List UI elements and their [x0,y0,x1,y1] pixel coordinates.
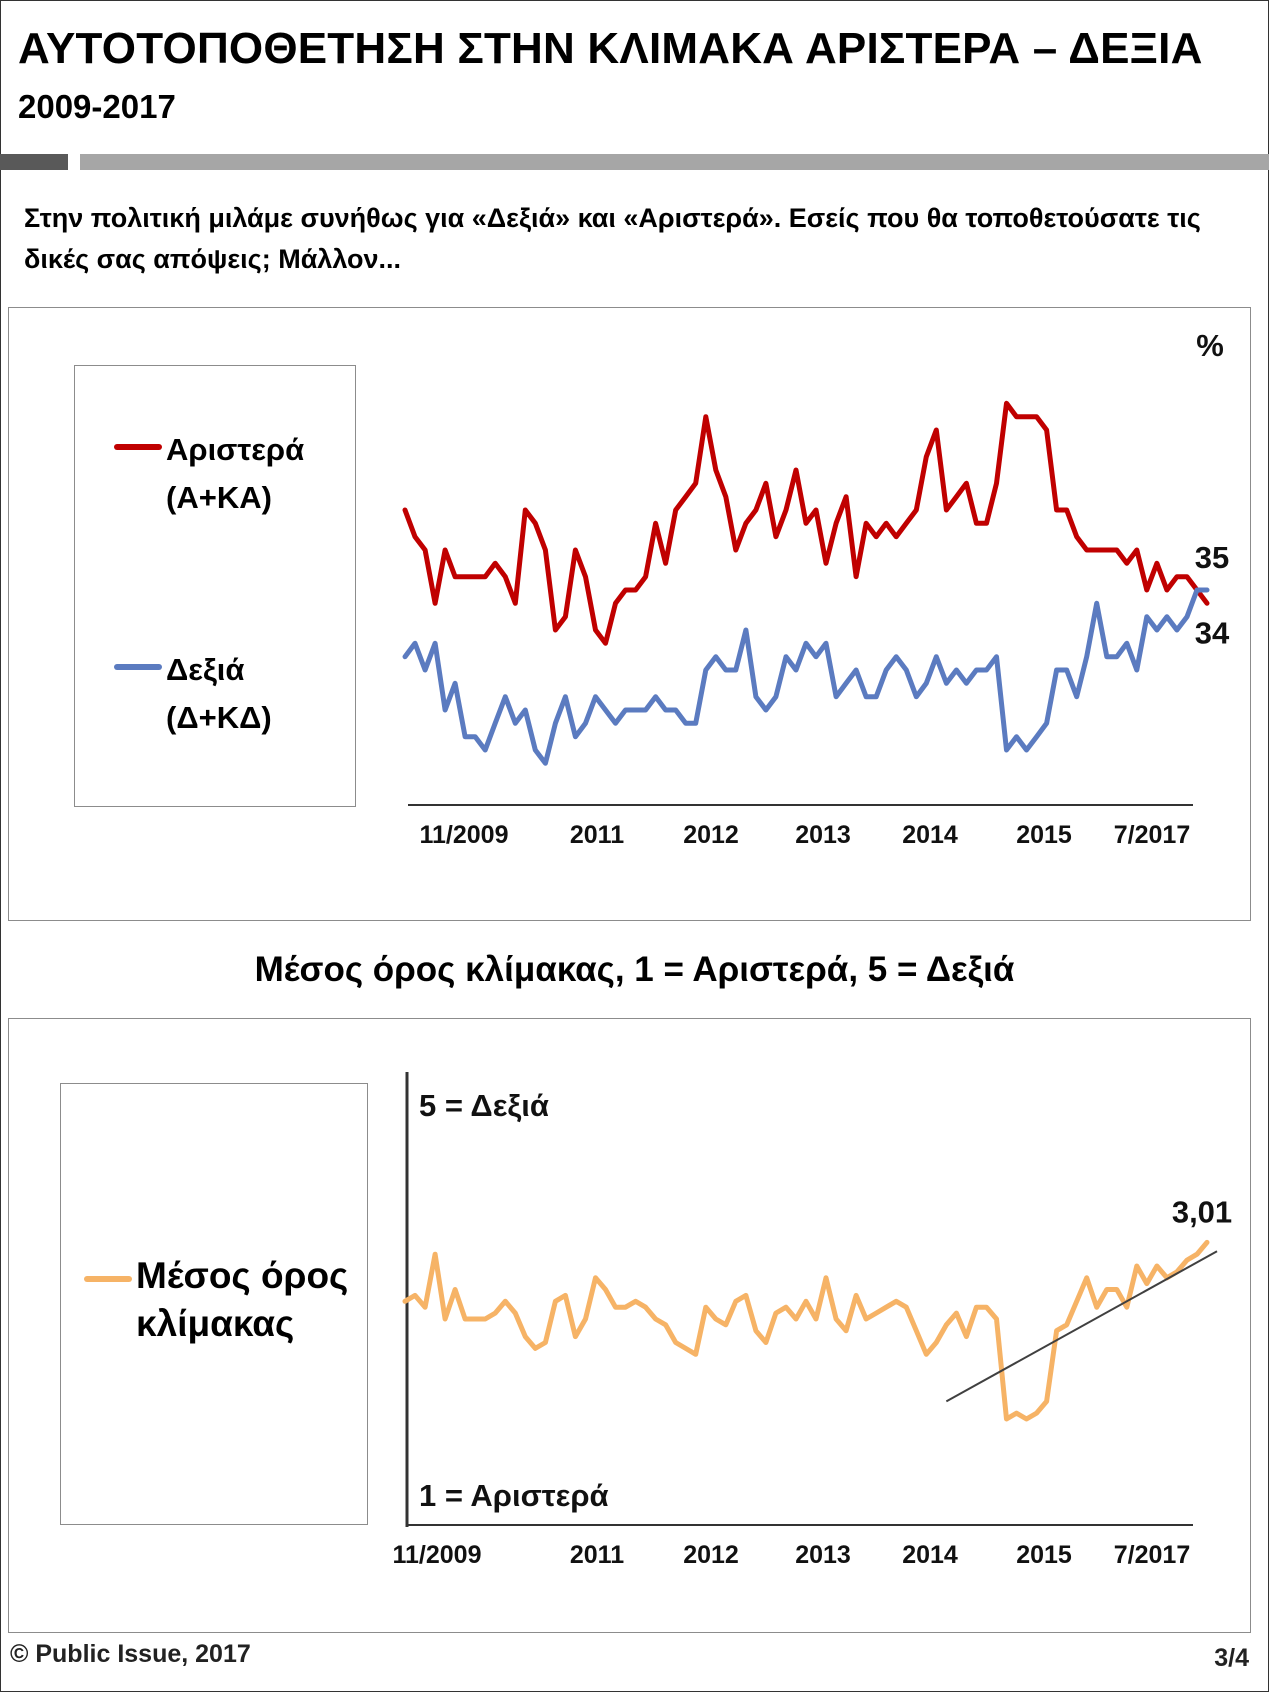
chart2-x-tick-label: 2011 [570,1541,624,1569]
legend-swatch-right [114,664,162,670]
header-bar-light [80,154,1269,170]
chart1-unit-label: % [1196,328,1224,363]
chart1-x-tick-label: 2012 [683,821,739,849]
chart2-x-tick-label: 2015 [1016,1541,1072,1569]
chart1-x-tick-label: 2011 [570,821,624,849]
chart2-x-tick-label: 7/2017 [1114,1541,1190,1569]
page-title: ΑΥΤΟΤΟΠΟΘΕΤΗΣΗ ΣΤΗΝ ΚΛΙΜΑΚΑ ΑΡΙΣΤΕΡΑ – Δ… [18,24,1203,73]
chart2-x-tick-label: 2013 [795,1541,851,1569]
chart2-end-label: 3,01 [1172,1194,1232,1229]
page-subtitle: 2009-2017 [18,88,176,125]
chart2-x-tick-label: 2014 [902,1541,958,1569]
legend-item-mean: Μέσος όρος κλίμακας [84,1252,348,1348]
page-number: 3/4 [1214,1644,1249,1672]
chart1-series-left-line [402,400,1210,646]
chart1-x-tick-label: 2015 [1016,821,1072,849]
survey-question: Στην πολιτική μιλάμε συνήθως για «Δεξιά»… [24,203,1201,274]
chart2-x-tick-label: 11/2009 [393,1541,482,1569]
chart2-series-mean-line [402,1239,1210,1422]
legend-label-left: Αριστερά (Α+ΚΑ) [166,432,305,515]
header-bar-dark [0,154,68,170]
chart2-x-tick-label: 2012 [683,1541,739,1569]
copyright-notice: © Public Issue, 2017 [10,1640,251,1668]
chart1-x-tick-label: 2013 [795,821,851,849]
chart1-x-tick-label: 2014 [902,821,958,849]
legend-item-right: Δεξιά (Δ+ΚΔ) [114,646,272,742]
legend-swatch-left [114,444,162,450]
chart2-title: Μέσος όρος κλίμακας, 1 = Αριστερά, 5 = Δ… [254,950,1015,989]
chart1-end-label-left: 34 [1195,615,1230,650]
legend-swatch-mean [84,1276,132,1282]
chart2-y-top-label: 5 = Δεξιά [419,1088,549,1123]
legend-label-mean: Μέσος όρος κλίμακας [136,1255,349,1344]
chart2-trendline [945,1250,1218,1403]
chart1-legend [74,365,356,807]
legend-item-left: Αριστερά (Α+ΚΑ) [114,426,304,522]
chart1-x-tick-label: 11/2009 [420,821,509,849]
chart2-y-bottom-label: 1 = Αριστερά [419,1478,609,1513]
chart1-end-label-right: 35 [1195,540,1229,575]
chart1-x-tick-label: 7/2017 [1114,821,1190,849]
chart2-legend [60,1083,368,1525]
legend-label-right: Δεξιά (Δ+ΚΔ) [166,652,272,735]
chart1-series-right-line [402,587,1210,766]
